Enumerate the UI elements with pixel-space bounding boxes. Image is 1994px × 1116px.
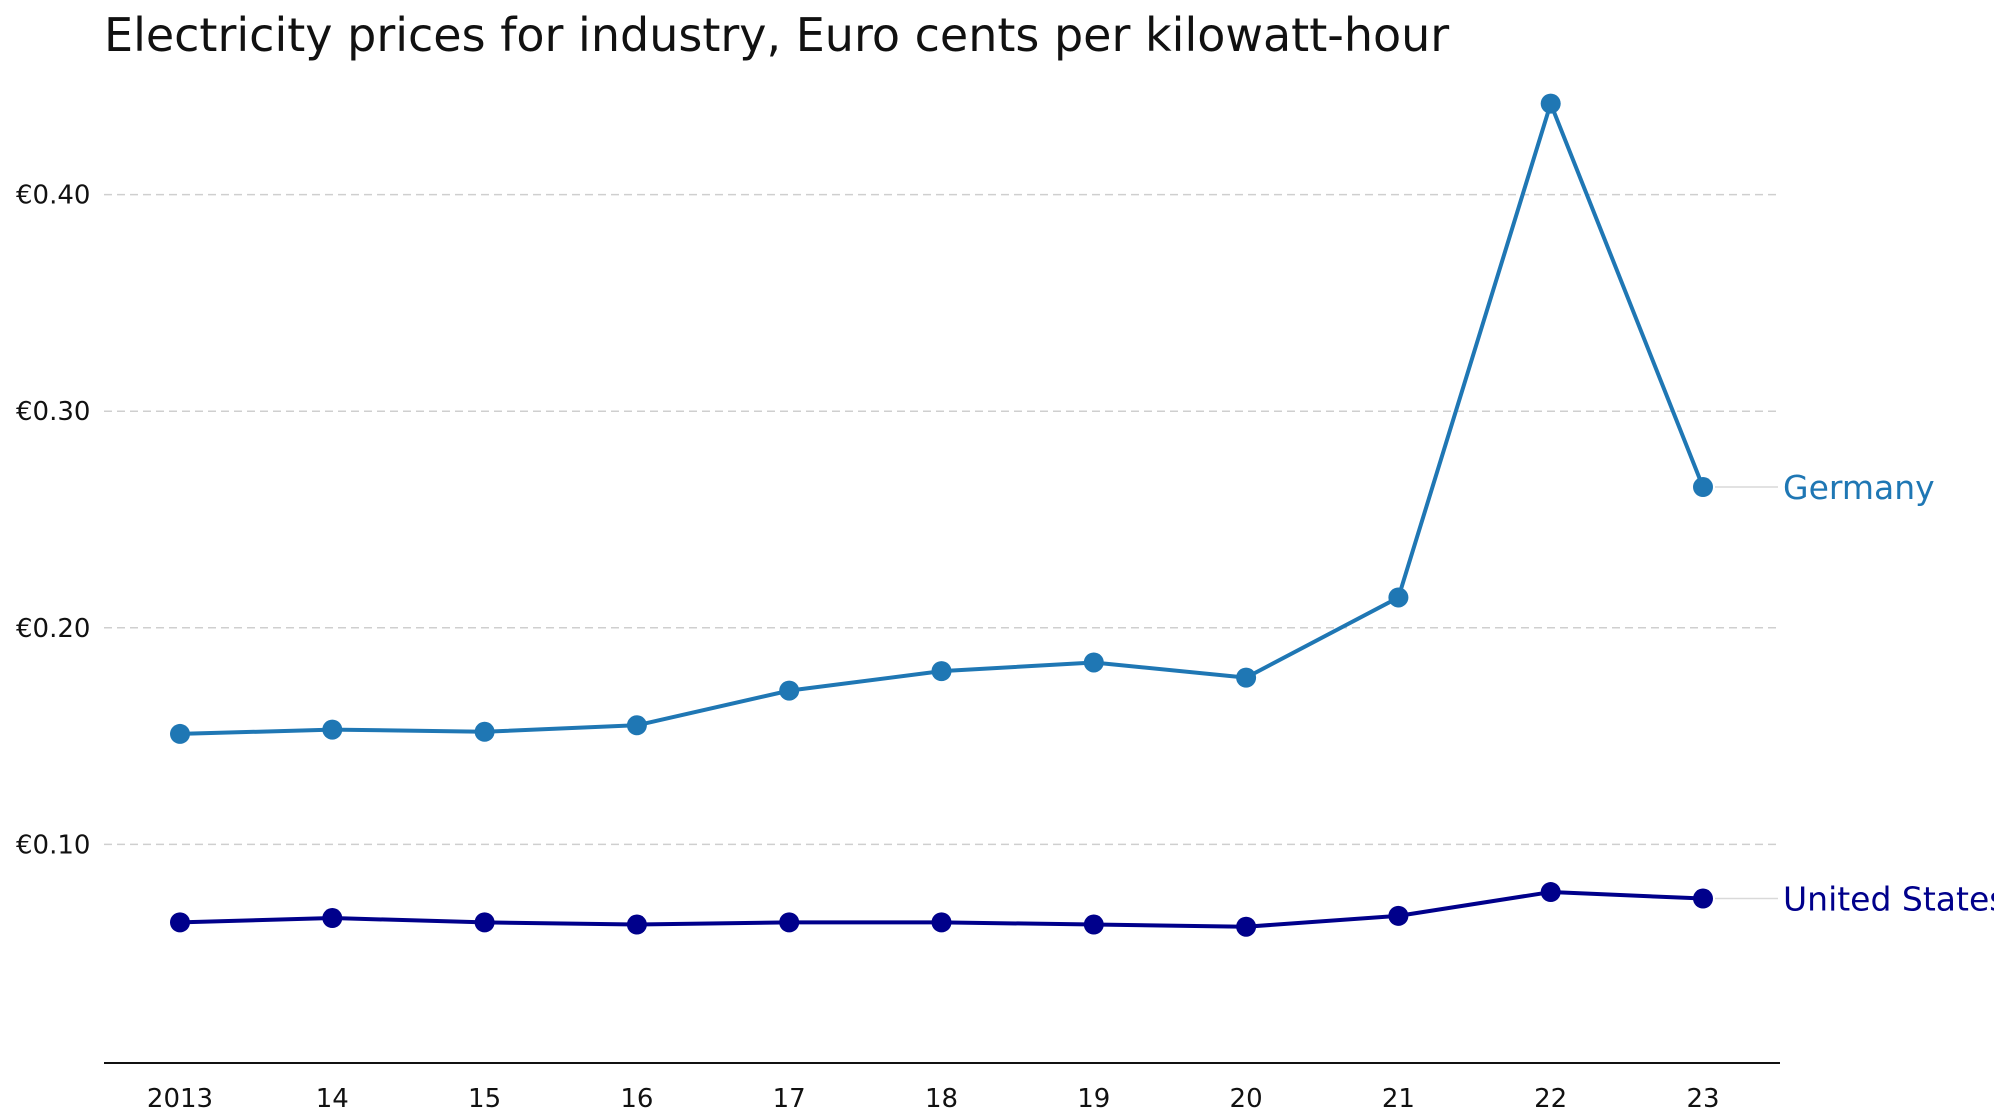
x-tick-label: 22 — [1534, 1084, 1567, 1114]
series-line — [179, 101, 1705, 736]
x-tick-label: 14 — [316, 1084, 349, 1114]
data-point — [1540, 882, 1561, 903]
data-point — [1083, 652, 1104, 673]
data-point — [1083, 914, 1104, 935]
x-tick-label: 2013 — [147, 1084, 213, 1114]
data-point — [474, 721, 495, 742]
x-tick-label: 21 — [1382, 1084, 1415, 1114]
x-tick-label: 16 — [620, 1084, 653, 1114]
x-tick-label: 18 — [925, 1084, 958, 1114]
y-tick-label: €0.30 — [16, 397, 90, 427]
data-point — [626, 715, 647, 736]
data-point — [170, 723, 190, 744]
data-point — [1388, 905, 1409, 926]
data-point — [931, 661, 952, 682]
data-point — [474, 912, 495, 933]
data-point — [779, 912, 800, 933]
data-point — [1693, 888, 1713, 909]
x-tick-label: 23 — [1686, 1084, 1719, 1114]
data-point — [1236, 667, 1257, 688]
axis-layer: €0.10 €0.20 €0.30 €0.40 2013 14 15 16 17 18 19 20 21… — [16, 181, 1780, 1114]
data-point — [1388, 587, 1409, 608]
data-point — [1693, 477, 1713, 498]
series-label: United States — [1783, 880, 1994, 919]
x-tick-label: 19 — [1077, 1084, 1110, 1114]
grid-layer — [104, 193, 1780, 846]
series-layer — [170, 93, 1713, 937]
data-point — [170, 912, 190, 933]
data-point — [626, 914, 647, 935]
x-tick-label: 15 — [468, 1084, 501, 1114]
data-point — [322, 719, 343, 740]
y-tick-label: €0.40 — [16, 181, 90, 211]
x-tick-label: 20 — [1230, 1084, 1263, 1114]
data-point — [1236, 916, 1257, 937]
y-tick-label: €0.20 — [16, 614, 90, 644]
data-point — [1540, 93, 1561, 114]
data-point — [779, 680, 800, 701]
label-layer: Germany United States — [1715, 468, 1994, 919]
chart-title: Electricity prices for industry, Euro ce… — [104, 8, 1450, 62]
x-tick-label: 17 — [773, 1084, 806, 1114]
data-point — [322, 908, 343, 929]
series-label: Germany — [1783, 468, 1935, 507]
y-tick-label: €0.10 — [16, 830, 90, 860]
data-point — [931, 912, 952, 933]
